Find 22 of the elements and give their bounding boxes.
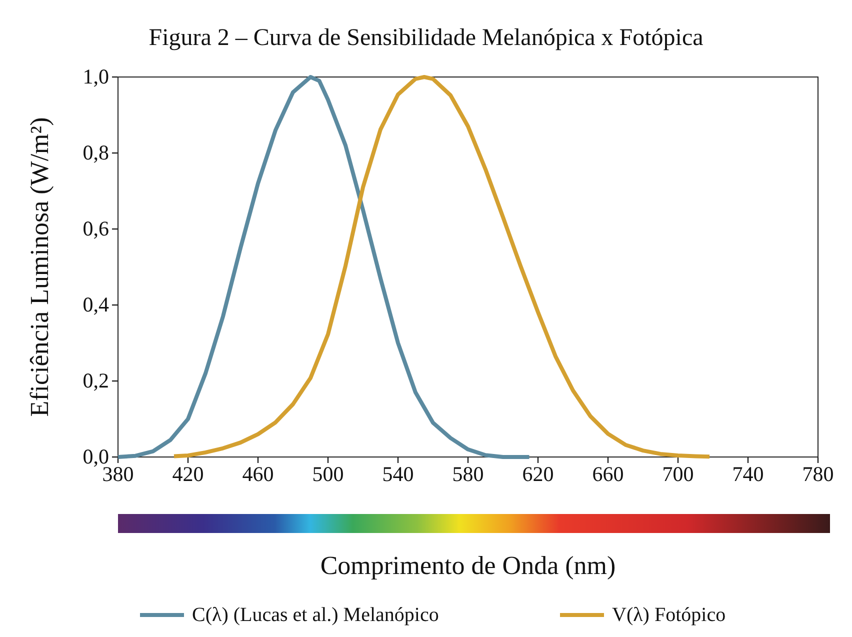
legend-label: V(λ) Fotópico	[612, 604, 726, 626]
y-axis-title: Eficiência Luminosa (W/m²)	[25, 117, 54, 417]
x-axis-title: Comprimento de Onda (nm)	[320, 551, 616, 580]
legend-label: C(λ) (Lucas et al.) Melanópico	[192, 604, 439, 626]
line-series	[116, 75, 532, 459]
x-tick-label: 700	[662, 462, 694, 486]
y-tick-label: 0,6	[82, 216, 109, 241]
chart-title: Figura 2 – Curva de Sensibilidade Melanópica x Fotópica	[148, 25, 704, 51]
y-tick-label: 0,2	[82, 368, 109, 393]
y-tick-label: 0,4	[82, 292, 110, 317]
x-tick-label: 620	[522, 462, 554, 486]
x-tick-label: 740	[732, 462, 764, 486]
x-tick-label: 500	[312, 462, 344, 486]
x-tick-label: 460	[242, 462, 274, 486]
line-series	[172, 75, 712, 459]
x-tick-label: 660	[592, 462, 624, 486]
x-tick-label: 540	[382, 462, 414, 486]
y-tick-label: 1,0	[82, 64, 109, 89]
y-tick-label: 0,8	[82, 140, 109, 165]
x-tick-label: 580	[452, 462, 484, 486]
x-tick-label: 780	[802, 462, 834, 486]
x-tick-label: 420	[172, 462, 204, 486]
